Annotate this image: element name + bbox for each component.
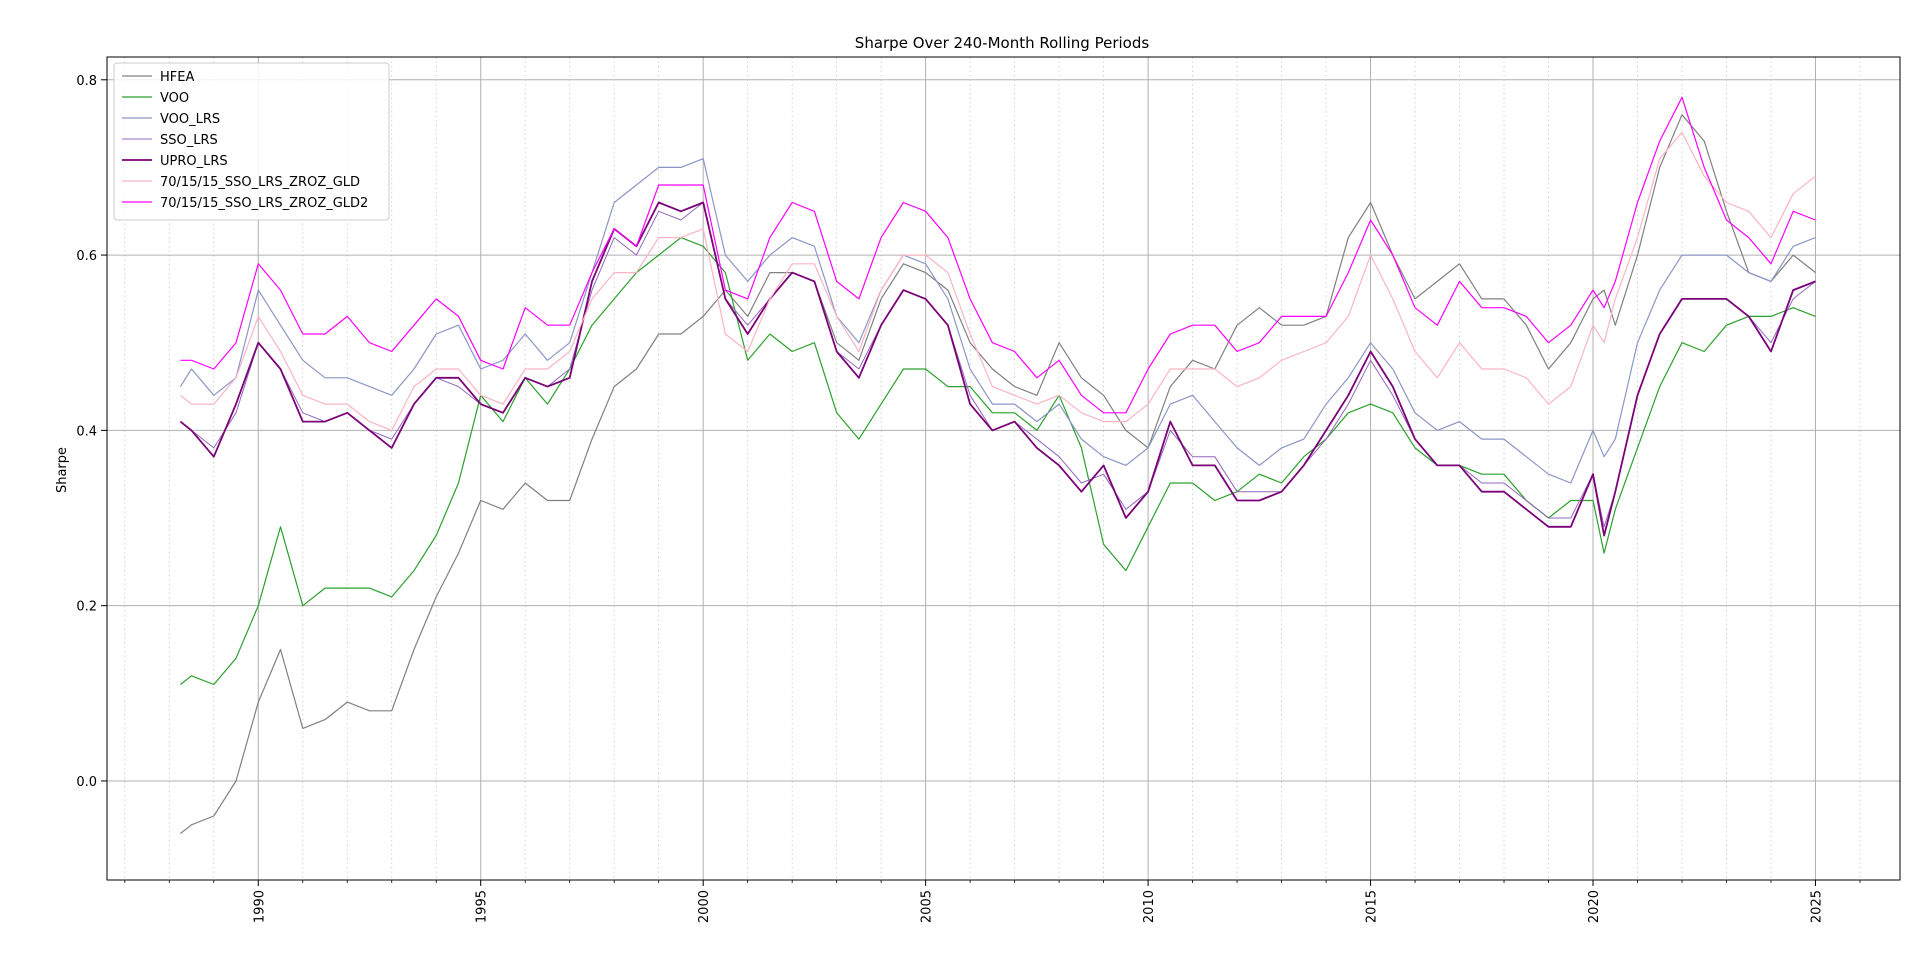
y-axis-label: Sharpe <box>55 447 70 493</box>
legend-item-label: UPRO_LRS <box>160 154 228 169</box>
y-tick-label: 0.8 <box>76 74 97 89</box>
legend-item-label: VOO_LRS <box>160 112 220 127</box>
y-tick-label: 0.2 <box>76 600 97 615</box>
x-tick-label: 2020 <box>1587 890 1602 923</box>
x-tick-label: 2010 <box>1142 890 1157 923</box>
legend-item-label: VOO <box>160 91 189 106</box>
x-tick-label: 2015 <box>1365 890 1380 923</box>
grid-lines <box>107 57 1900 880</box>
series-line-0 <box>180 114 1816 834</box>
series-line-5 <box>180 131 1816 431</box>
y-tick-label: 0.0 <box>76 775 97 790</box>
x-tick-label: 1990 <box>252 890 267 923</box>
x-tick-label: 2005 <box>920 890 935 923</box>
legend-item-label: 70/15/15_SSO_LRS_ZROZ_GLD <box>160 175 360 190</box>
x-tick-label: 2025 <box>1809 890 1824 923</box>
series-lines <box>179 96 1816 834</box>
series-line-4 <box>179 201 1816 537</box>
series-line-1 <box>180 237 1816 686</box>
x-tick-label: 1995 <box>475 890 490 923</box>
legend-item-label: SSO_LRS <box>160 133 218 148</box>
series-line-6 <box>180 96 1816 414</box>
legend-item-label: 70/15/15_SSO_LRS_ZROZ_GLD2 <box>160 196 368 211</box>
plot-area-frame <box>106 56 1901 881</box>
chart-title: Sharpe Over 240-Month Rolling Periods <box>855 34 1150 52</box>
y-tick-label: 0.6 <box>76 249 97 264</box>
y-tick-label: 0.4 <box>76 424 97 439</box>
legend-item-label: HFEA <box>160 70 194 85</box>
legend-box <box>113 62 390 221</box>
axis-ticks: 1990 1995 2000 2005 2010 2015 2020 2025 0.0 0.2 0.… <box>76 74 1861 923</box>
series-line-2 <box>179 158 1816 484</box>
x-tick-label: 2000 <box>697 890 712 923</box>
legend: HFEA VOO VOO_LRS SSO_LRS UPRO_LRS 70/15/15_SS… <box>113 62 390 221</box>
